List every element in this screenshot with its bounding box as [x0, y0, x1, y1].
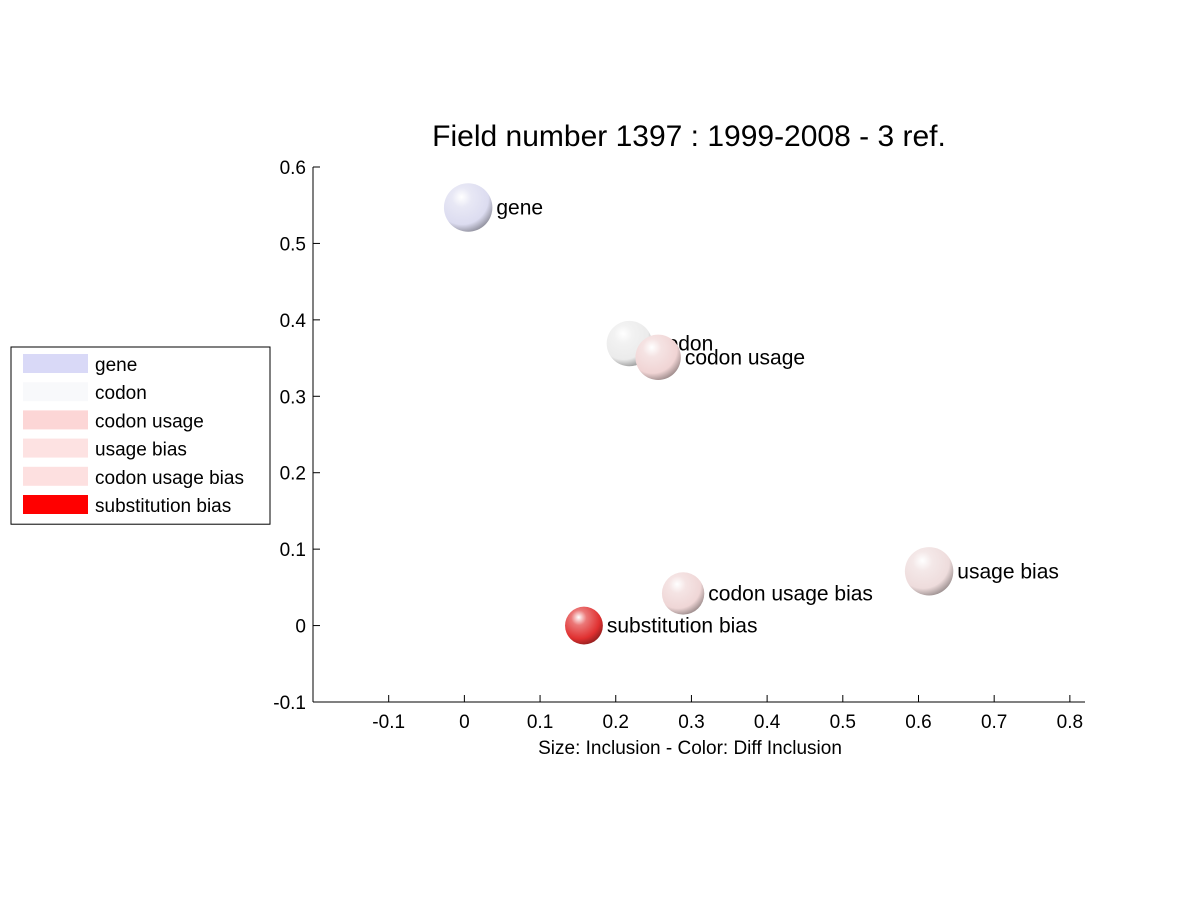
x-tick-label: 0.4 — [754, 712, 781, 733]
x-tick-label: 0.2 — [603, 712, 629, 733]
legend-entry-label: usage bias — [95, 440, 187, 461]
x-tick-label: 0.6 — [905, 712, 931, 733]
legend-entry-label: substitution bias — [95, 496, 231, 517]
legend-entry-label: codon — [95, 383, 147, 404]
y-tick-label: -0.1 — [273, 693, 306, 714]
x-tick-label: 0.5 — [830, 712, 856, 733]
legend-swatch — [23, 438, 88, 458]
data-point — [443, 183, 493, 232]
data-point — [565, 606, 603, 645]
point-label: usage bias — [957, 560, 1059, 583]
legend-swatch — [23, 354, 88, 373]
legend: gene codon codon usage usage bias codon usag… — [10, 346, 271, 525]
x-tick-label: 0.1 — [527, 712, 553, 733]
legend-swatch — [23, 382, 88, 402]
point-label: substitution bias — [607, 615, 758, 638]
x-tick-label: 0.7 — [981, 712, 1007, 733]
y-tick-label: 0.5 — [280, 234, 306, 255]
legend-swatch — [23, 495, 88, 514]
legend-box — [10, 346, 271, 525]
x-tick-label: 0.3 — [678, 712, 704, 733]
y-tick-label: 0.2 — [280, 464, 306, 485]
point-label: codon usage — [685, 346, 805, 369]
point-label: gene — [496, 197, 543, 220]
point-label: codon usage bias — [708, 582, 873, 605]
data-point — [904, 547, 954, 596]
y-tick-label: 0.1 — [280, 540, 306, 561]
y-tick-label: 0.4 — [280, 311, 307, 332]
x-tick-label: 0 — [459, 712, 470, 733]
x-axis-label: Size: Inclusion - Color: Diff Inclusion — [538, 738, 842, 759]
y-tick-label: 0.3 — [280, 387, 306, 408]
data-point — [661, 572, 705, 615]
axes: -0.1 0 0.1 0.2 0.3 0.4 0.5 0.6 -0.1 0 0.1 0.2 0.3 0.4… — [273, 158, 1085, 733]
y-tick-label: 0.6 — [280, 158, 306, 179]
legend-entry-label: codon usage bias — [95, 468, 244, 489]
legend-entry-label: gene — [95, 355, 137, 376]
legend-entry-label: codon usage — [95, 411, 204, 432]
legend-swatch — [23, 466, 88, 486]
y-tick-label: 0 — [295, 617, 306, 638]
chart-title: Field number 1397 : 1999-2008 - 3 ref. — [432, 120, 946, 153]
x-tick-label: 0.8 — [1057, 712, 1083, 733]
x-tick-label: -0.1 — [372, 712, 405, 733]
legend-swatch — [23, 410, 88, 430]
data-point — [635, 334, 681, 381]
